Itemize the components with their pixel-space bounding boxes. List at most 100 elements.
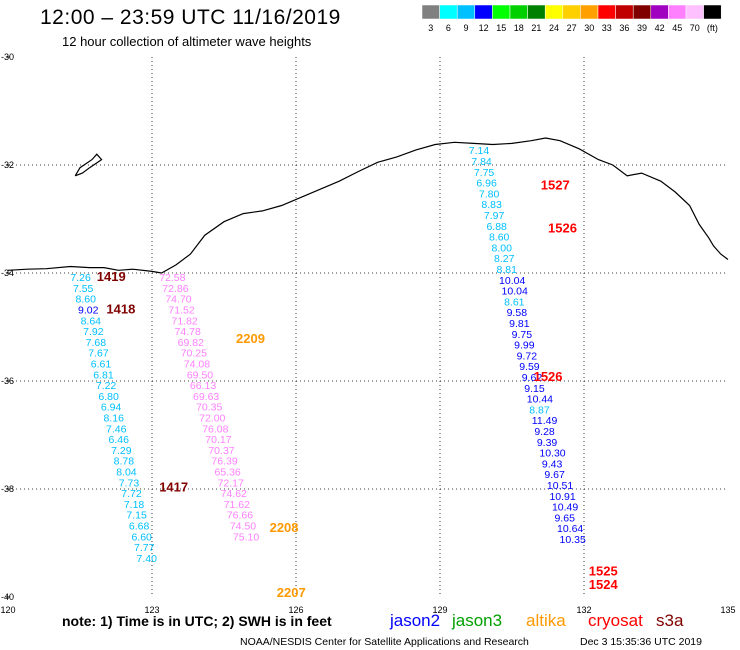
wave-height-value: 8.60 — [75, 294, 96, 306]
x-tick-label: 126 — [288, 605, 303, 615]
legend-label: 15 — [496, 23, 506, 33]
wave-height-value: 9.67 — [544, 469, 565, 481]
axes: 120 123 126 129 132 135-30-32-34-36-38-40 — [0, 52, 735, 615]
pass-time-label: 1418 — [106, 302, 135, 317]
footer: note: 1) Time is in UTC; 2) SWH is in fe… — [62, 611, 702, 648]
wave-height-value: 8.61 — [504, 296, 525, 308]
x-tick-label: 135 — [720, 605, 735, 615]
pass-time-label: 1527 — [541, 177, 570, 192]
footer-credit: NOAA/NESDIS Center for Satellite Applica… — [240, 636, 529, 648]
pass-time-label: 2207 — [277, 585, 306, 600]
legend-swatch — [456, 4, 476, 20]
legend-swatch — [597, 4, 616, 20]
wave-height-value: 6.81 — [93, 369, 114, 381]
legend-swatch — [421, 4, 440, 20]
wave-height-value: 9.81 — [509, 318, 530, 330]
wave-height-value: 10.44 — [527, 394, 553, 406]
legend-label: 6 — [446, 23, 451, 33]
wave-height-value: 8.78 — [114, 456, 135, 468]
pass-time-label: 1526 — [534, 369, 563, 384]
wave-height-value: 7.84 — [471, 156, 492, 168]
wave-height-value: 7.26 — [70, 272, 91, 284]
legend-label: 12 — [479, 23, 489, 33]
wave-height-value: 7.18 — [124, 499, 145, 511]
legend-label: 36 — [619, 23, 629, 33]
wave-height-value: 70.17 — [205, 434, 231, 446]
pass-time-label: 2209 — [236, 331, 265, 346]
wave-height-value: 8.27 — [494, 253, 515, 265]
legend-label: 30 — [584, 23, 594, 33]
legend-label: 27 — [567, 23, 577, 33]
wave-height-value: 7.29 — [111, 445, 132, 457]
wave-height-value: 72.86 — [162, 283, 188, 295]
footer-note: note: 1) Time is in UTC; 2) SWH is in fe… — [62, 613, 332, 629]
wave-height-value: 9.39 — [537, 437, 558, 449]
legend-label: (ft) — [707, 23, 718, 33]
wave-height-value: 7.80 — [479, 188, 500, 200]
pass-time-label: 1417 — [159, 480, 188, 495]
wave-height-value: 69.82 — [178, 337, 204, 349]
pass-time-label: 1526 — [548, 221, 577, 236]
island-outline — [74, 153, 103, 177]
legend-swatch — [615, 4, 634, 20]
pass-time-label: 1525 — [589, 563, 618, 578]
legend-label: 42 — [655, 23, 665, 33]
wave-height-value: 8.60 — [489, 232, 510, 244]
source-legend-cryosat: cryosat — [588, 611, 643, 630]
wave-height-value: 71.62 — [224, 499, 250, 511]
wave-height-value: 72.58 — [159, 272, 185, 284]
wave-height-value: 69.50 — [187, 369, 213, 381]
legend-swatch — [703, 4, 722, 20]
wave-height-value: 7.46 — [106, 423, 127, 435]
x-tick-label: 123 — [144, 605, 159, 615]
wave-height-value: 8.16 — [103, 413, 124, 425]
wave-height-value: 10.04 — [499, 275, 525, 287]
wave-height-value: 10.91 — [549, 491, 575, 503]
wave-height-value: 9.43 — [542, 458, 563, 470]
wave-height-value: 7.68 — [86, 337, 107, 349]
wave-height-value: 7.77 — [134, 542, 155, 554]
wave-height-value: 6.94 — [101, 402, 122, 414]
legend-label: 70 — [690, 23, 700, 33]
legend-label: 18 — [514, 23, 524, 33]
wave-height-value: 7.22 — [96, 380, 117, 392]
wave-height-value: 7.97 — [484, 210, 505, 222]
wave-height-value: 10.04 — [502, 286, 528, 298]
x-tick-label: 129 — [432, 605, 447, 615]
wave-height-value: 69.63 — [193, 391, 219, 403]
wave-height-value: 10.64 — [557, 523, 583, 535]
wave-height-value: 7.75 — [474, 167, 495, 179]
wave-height-value: 10.35 — [560, 534, 586, 546]
wave-height-value: 8.81 — [497, 264, 518, 276]
wave-height-value: 9.75 — [512, 329, 533, 341]
pass-time-label: 2208 — [270, 520, 299, 535]
wave-height-value: 65.36 — [214, 467, 240, 479]
legend-label: 39 — [637, 23, 647, 33]
altimeter-tracks: 7.267.558.609.028.647.927.687.676.616.81… — [70, 145, 586, 565]
wave-height-value: 9.65 — [554, 512, 575, 524]
legend-swatch — [439, 4, 458, 20]
wave-height-value: 8.04 — [116, 467, 137, 479]
wave-height-value: 9.58 — [507, 307, 528, 319]
wave-height-value: 70.25 — [181, 348, 207, 360]
footer-timestamp: Dec 3 15:35:36 UTC 2019 — [580, 636, 702, 648]
legend-label: 9 — [463, 23, 468, 33]
map-title: 12:00 – 23:59 UTC 11/16/2019 — [40, 6, 341, 29]
wave-height-value: 75.10 — [233, 531, 259, 543]
legend-swatch — [544, 4, 564, 20]
wave-height-value: 72.17 — [218, 477, 244, 489]
wave-height-value: 9.62 — [522, 372, 543, 384]
wave-height-value: 74.70 — [165, 294, 191, 306]
source-legend-altika: altika — [526, 611, 566, 630]
legend-swatch — [527, 4, 546, 20]
legend-swatch — [650, 4, 669, 20]
legend-label: 21 — [531, 23, 541, 33]
wave-height-value: 6.96 — [476, 178, 497, 190]
wave-height-value: 66.13 — [190, 380, 216, 392]
wave-height-value: 9.02 — [78, 305, 99, 317]
wave-height-value: 8.64 — [81, 315, 102, 327]
wave-height-value: 71.52 — [168, 305, 194, 317]
legend-swatch — [668, 4, 687, 20]
wave-height-value: 6.68 — [129, 521, 150, 533]
